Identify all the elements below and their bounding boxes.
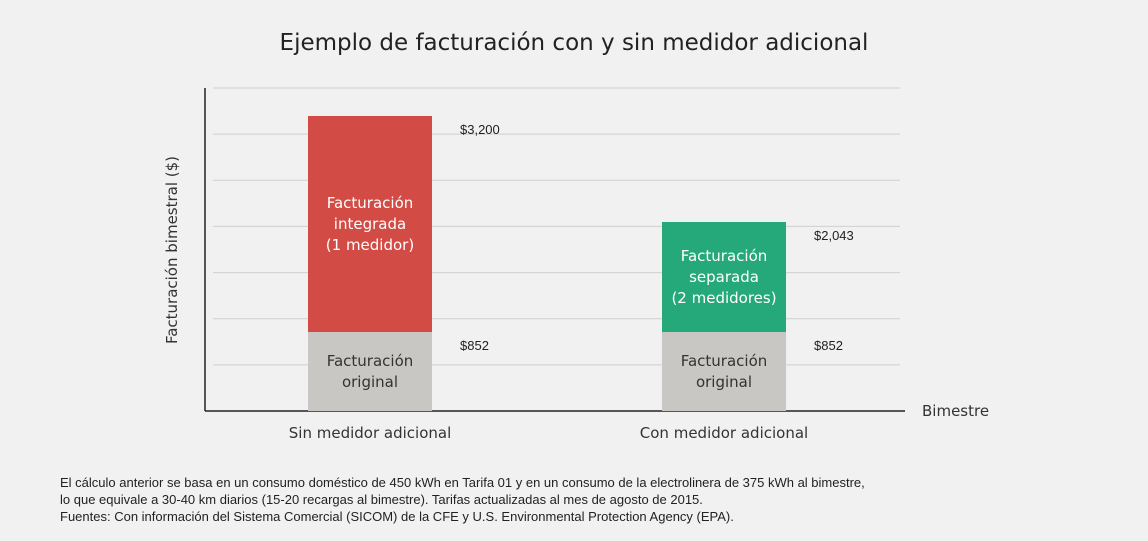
total-label: $3,200 xyxy=(460,121,500,137)
y-axis-label: Facturación bimestral ($) xyxy=(163,155,181,345)
bar-segment: Facturación integrada (1 medidor) xyxy=(308,115,432,333)
segment-label: Facturación integrada (1 medidor) xyxy=(325,193,415,254)
bar-segment: Facturación separada (2 medidores) xyxy=(662,222,786,333)
notes: El cálculo anterior se basa en un consum… xyxy=(60,474,865,525)
segment-label: Facturación original xyxy=(326,351,414,391)
x-tick-label: Sin medidor adicional xyxy=(288,424,452,442)
bar-segment: Facturación original xyxy=(308,332,432,411)
value-label: $852 xyxy=(460,338,489,354)
segment-label: Facturación original xyxy=(680,351,768,391)
x-axis-label: Bimestre xyxy=(922,402,990,420)
value-label: $852 xyxy=(814,338,843,354)
x-tick-label: Con medidor adicional xyxy=(639,424,809,442)
note-line: El cálculo anterior se basa en un consum… xyxy=(60,475,865,490)
bar-segment: Facturación original xyxy=(662,332,786,411)
note-line: Fuentes: Con información del Sistema Com… xyxy=(60,509,734,524)
segment-label: Facturación separada (2 medidores) xyxy=(671,246,777,307)
total-label: $2,043 xyxy=(814,228,854,244)
chart-title: Ejemplo de facturación con y sin medidor… xyxy=(279,30,869,56)
note-line: lo que equivale a 30-40 km diarios (15-2… xyxy=(60,492,703,507)
